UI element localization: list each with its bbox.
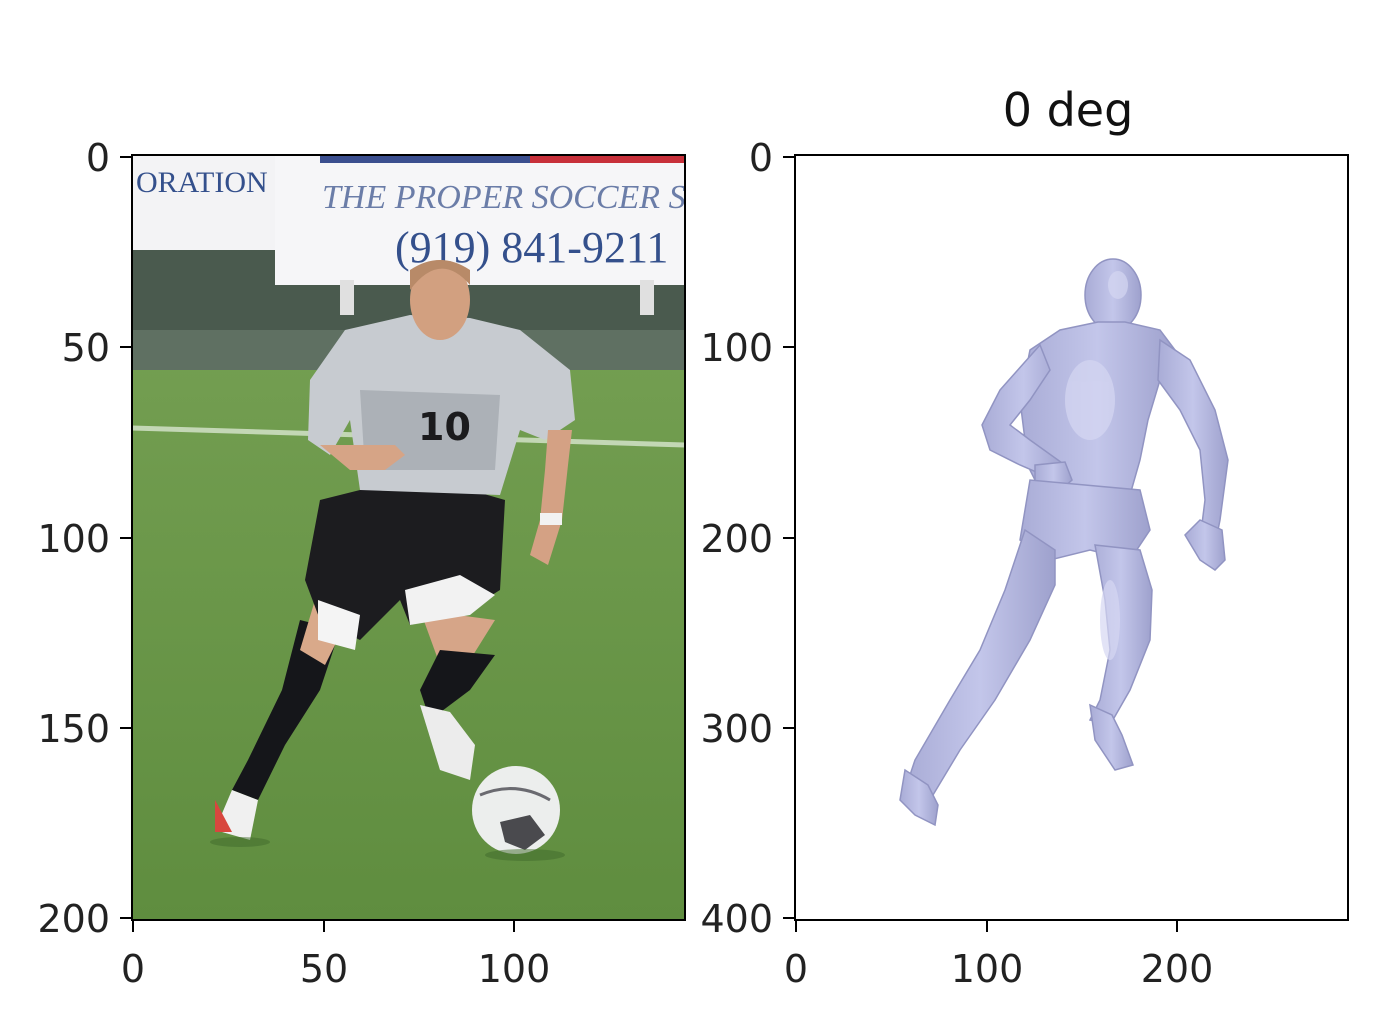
soccer-player: 10 xyxy=(215,260,575,840)
left-x-axis: 0 50 100 xyxy=(121,920,550,991)
right-x-axis: 0 100 200 xyxy=(784,920,1213,991)
left-x-tick-label: 0 xyxy=(121,947,145,991)
left-x-tick-label: 100 xyxy=(478,947,551,991)
right-y-tick-label: 100 xyxy=(700,326,773,370)
right-panel: 0 deg xyxy=(700,83,1349,991)
right-y-tick-label: 400 xyxy=(700,897,773,941)
right-x-tick-label: 0 xyxy=(784,947,808,991)
right-y-tick-label: 0 xyxy=(749,136,773,180)
banner-left-text: ORATION xyxy=(136,166,268,199)
right-x-tick-label: 100 xyxy=(951,947,1024,991)
right-y-tick-label: 300 xyxy=(700,707,773,751)
banner-middle-text: THE PROPER SOCCER S xyxy=(322,179,686,216)
right-panel-title: 0 deg xyxy=(1003,83,1134,137)
mesh-highlights xyxy=(1065,271,1128,660)
left-y-tick-label: 0 xyxy=(86,136,110,180)
soccer-ball xyxy=(472,766,565,861)
left-y-axis: 0 50 100 150 200 xyxy=(37,136,132,941)
right-y-axis: 0 100 200 300 400 xyxy=(700,136,795,941)
left-x-tick-label: 50 xyxy=(300,947,348,991)
right-x-tick-label: 200 xyxy=(1141,947,1214,991)
advertising-banner: ORATION THE PROPER SOCCER S (919) 841-92… xyxy=(132,155,686,315)
soccer-photo: ORATION THE PROPER SOCCER S (919) 841-92… xyxy=(132,155,686,920)
left-y-tick-label: 200 xyxy=(37,897,110,941)
left-y-tick-label: 150 xyxy=(37,707,110,751)
right-y-tick-label: 200 xyxy=(700,517,773,561)
left-panel: ORATION THE PROPER SOCCER S (919) 841-92… xyxy=(37,136,686,991)
left-y-tick-label: 50 xyxy=(62,326,110,370)
jersey-number: 10 xyxy=(418,405,471,449)
left-y-tick-label: 100 xyxy=(37,517,110,561)
